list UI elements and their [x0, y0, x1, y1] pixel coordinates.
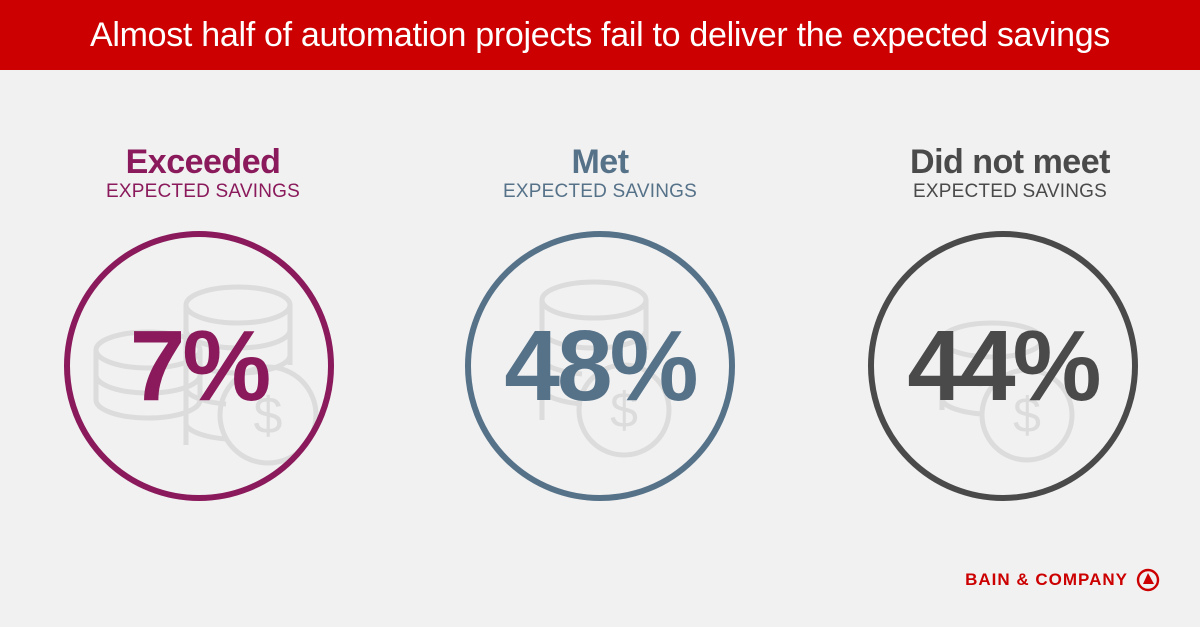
stat-circle-met: $ 48% — [464, 230, 736, 502]
svg-text:$: $ — [254, 387, 283, 445]
stat-label-met: Met EXPECTED SAVINGS — [460, 140, 740, 204]
bain-logo-icon — [1136, 568, 1160, 592]
coins-dollar-icon: $ — [64, 231, 334, 501]
stat-value: 44% — [907, 309, 1101, 422]
header-banner: Almost half of automation projects fail … — [0, 0, 1200, 70]
stat-circle-exceeded: $ 7% — [63, 230, 335, 502]
stat-sublabel: EXPECTED SAVINGS — [503, 181, 697, 202]
stat-value: 48% — [504, 309, 698, 422]
svg-text:$: $ — [1013, 387, 1041, 443]
stat-sublabel: EXPECTED SAVINGS — [913, 181, 1107, 202]
svg-text:$: $ — [610, 382, 638, 438]
stat-label: Met — [571, 143, 629, 181]
stat-label-did-not-meet: Did not meet EXPECTED SAVINGS — [870, 140, 1150, 204]
brand-name: BAIN & COMPANY — [965, 570, 1128, 589]
coins-dollar-icon: $ — [465, 231, 735, 501]
stat-label-exceeded: Exceeded EXPECTED SAVINGS — [63, 140, 343, 204]
coins-dollar-icon: $ — [868, 231, 1138, 501]
brand-logo: BAIN & COMPANY — [965, 568, 1160, 592]
stat-value: 7% — [129, 309, 272, 422]
stat-circle-did-not-meet: $ 44% — [867, 230, 1139, 502]
stat-label: Exceeded — [125, 143, 281, 181]
stat-label: Did not meet — [910, 143, 1110, 181]
stat-sublabel: EXPECTED SAVINGS — [106, 181, 300, 202]
page-title: Almost half of automation projects fail … — [89, 15, 1111, 54]
